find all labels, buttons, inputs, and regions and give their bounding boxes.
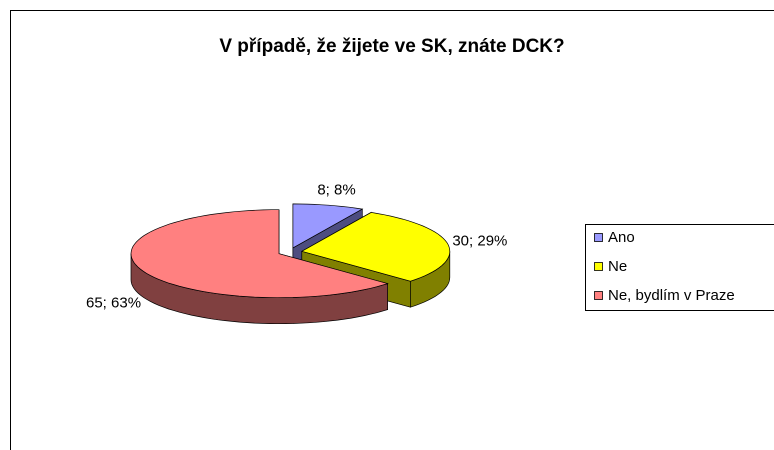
legend-box xyxy=(585,224,774,311)
data-label: 65; 63% xyxy=(86,294,141,311)
legend-label: Ano xyxy=(608,229,635,246)
legend-label: Ne, bydlím v Praze xyxy=(608,287,735,304)
slice xyxy=(130,209,389,299)
data-label: 30; 29% xyxy=(452,232,507,249)
slice xyxy=(292,203,364,249)
chart-title: V případě, že žijete ve SK, znáte DCK? xyxy=(219,36,564,57)
data-label: 8; 8% xyxy=(317,181,355,198)
legend-swatch xyxy=(594,262,603,271)
slice xyxy=(300,212,451,282)
legend-swatch xyxy=(594,233,603,242)
legend-label: Ne xyxy=(608,258,627,275)
legend-swatch xyxy=(594,291,603,300)
pie xyxy=(130,203,451,325)
